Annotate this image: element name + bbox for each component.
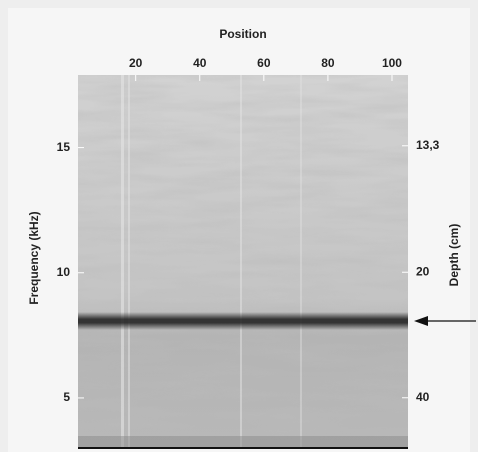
arrow — [414, 316, 476, 326]
x-tick-label: 20 — [129, 56, 143, 70]
y2-tick-label: 13,3 — [416, 138, 440, 152]
y-axis-label: Frequency (kHz) — [27, 211, 41, 304]
x-tick-label: 40 — [193, 56, 207, 70]
y2-axis-label: Depth (cm) — [447, 224, 461, 287]
x-tick-label: 100 — [382, 56, 402, 70]
image — [78, 75, 408, 449]
x-tick-label: 60 — [257, 56, 271, 70]
x-tick-label: 80 — [321, 56, 335, 70]
y2-tick-label: 20 — [416, 264, 430, 278]
y-tick-label: 15 — [57, 140, 71, 154]
y-tick-label: 5 — [63, 390, 70, 404]
y-tick-label: 10 — [57, 265, 71, 279]
x-axis-label: Position — [219, 27, 266, 41]
y2-tick-label: 40 — [416, 390, 430, 404]
